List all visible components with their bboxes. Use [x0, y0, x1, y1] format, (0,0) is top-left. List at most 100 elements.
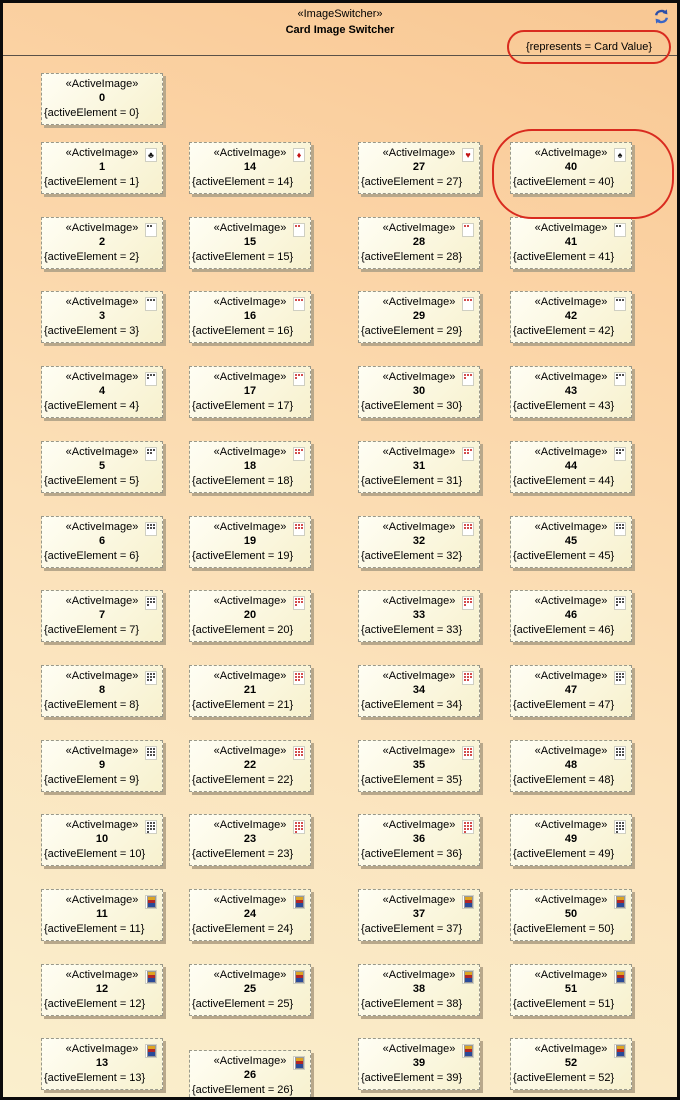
active-image-card[interactable]: «ActiveImage» 12 {activeElement = 12} [41, 964, 163, 1016]
active-image-card[interactable]: «ActiveImage» 45 {activeElement = 45} [510, 516, 632, 568]
active-image-card[interactable]: «ActiveImage» 2 {activeElement = 2} [41, 217, 163, 269]
active-image-card[interactable]: «ActiveImage» 47 {activeElement = 47} [510, 665, 632, 717]
active-image-card[interactable]: «ActiveImage» 15 {activeElement = 15} [189, 217, 311, 269]
active-image-card[interactable]: «ActiveImage» 17 {activeElement = 17} [189, 366, 311, 418]
card-number: 12 [95, 983, 109, 995]
card-stereotype: «ActiveImage» [534, 894, 608, 906]
active-image-card[interactable]: «ActiveImage» 30 {activeElement = 30} [358, 366, 480, 418]
card-property: {activeElement = 50} [513, 923, 615, 935]
active-image-card[interactable]: «ActiveImage» 19 {activeElement = 19} [189, 516, 311, 568]
card-number: 28 [412, 236, 426, 248]
active-image-card[interactable]: «ActiveImage» 23 {activeElement = 23} [189, 814, 311, 866]
active-image-card[interactable]: «ActiveImage» 52 {activeElement = 52} [510, 1038, 632, 1090]
active-image-card[interactable]: «ActiveImage» 7 {activeElement = 7} [41, 590, 163, 642]
active-image-card[interactable]: «ActiveImage» 31 {activeElement = 31} [358, 441, 480, 493]
active-image-card[interactable]: «ActiveImage» 22 {activeElement = 22} [189, 740, 311, 792]
card-property: {activeElement = 24} [192, 923, 294, 935]
active-image-card[interactable]: «ActiveImage» 35 {activeElement = 35} [358, 740, 480, 792]
active-image-card[interactable]: «ActiveImage» 1 {activeElement = 1} ♣ [41, 142, 163, 194]
active-image-card[interactable]: «ActiveImage» 3 {activeElement = 3} [41, 291, 163, 343]
playing-card-icon [145, 895, 157, 909]
active-image-card[interactable]: «ActiveImage» 49 {activeElement = 49} [510, 814, 632, 866]
card-number: 22 [243, 759, 257, 771]
playing-card-icon [462, 895, 474, 909]
active-image-card[interactable]: «ActiveImage» 46 {activeElement = 46} [510, 590, 632, 642]
card-stereotype: «ActiveImage» [65, 147, 139, 159]
active-image-card[interactable]: «ActiveImage» 41 {activeElement = 41} [510, 217, 632, 269]
card-number: 45 [564, 535, 578, 547]
card-stereotype: «ActiveImage» [382, 819, 456, 831]
card-number: 15 [243, 236, 257, 248]
active-image-card[interactable]: «ActiveImage» 5 {activeElement = 5} [41, 441, 163, 493]
active-image-card[interactable]: «ActiveImage» 34 {activeElement = 34} [358, 665, 480, 717]
playing-card-icon: ♠ [614, 148, 626, 162]
active-image-card[interactable]: «ActiveImage» 0 {activeElement = 0} [41, 73, 163, 125]
card-stereotype: «ActiveImage» [65, 222, 139, 234]
active-image-card[interactable]: «ActiveImage» 38 {activeElement = 38} [358, 964, 480, 1016]
active-image-card[interactable]: «ActiveImage» 13 {activeElement = 13} [41, 1038, 163, 1090]
active-image-card[interactable]: «ActiveImage» 18 {activeElement = 18} [189, 441, 311, 493]
card-stereotype: «ActiveImage» [382, 595, 456, 607]
playing-card-icon [462, 297, 474, 311]
active-image-card[interactable]: «ActiveImage» 4 {activeElement = 4} [41, 366, 163, 418]
card-stereotype: «ActiveImage» [213, 969, 287, 981]
active-image-card[interactable]: «ActiveImage» 33 {activeElement = 33} [358, 590, 480, 642]
active-image-card[interactable]: «ActiveImage» 44 {activeElement = 44} [510, 441, 632, 493]
active-image-card[interactable]: «ActiveImage» 28 {activeElement = 28} [358, 217, 480, 269]
active-image-card[interactable]: «ActiveImage» 39 {activeElement = 39} [358, 1038, 480, 1090]
card-number: 24 [243, 908, 257, 920]
active-image-card[interactable]: «ActiveImage» 16 {activeElement = 16} [189, 291, 311, 343]
active-image-card[interactable]: «ActiveImage» 42 {activeElement = 42} [510, 291, 632, 343]
playing-card-icon [145, 746, 157, 760]
active-image-card[interactable]: «ActiveImage» 40 {activeElement = 40} ♠ [510, 142, 632, 194]
active-image-card[interactable]: «ActiveImage» 24 {activeElement = 24} [189, 889, 311, 941]
frame-stereotype: «ImageSwitcher» [297, 8, 383, 20]
refresh-icon[interactable] [653, 8, 670, 25]
card-number: 29 [412, 310, 426, 322]
active-image-card[interactable]: «ActiveImage» 21 {activeElement = 21} [189, 665, 311, 717]
active-image-card[interactable]: «ActiveImage» 32 {activeElement = 32} [358, 516, 480, 568]
card-property: {activeElement = 48} [513, 774, 615, 786]
card-property: {activeElement = 28} [361, 251, 463, 263]
card-property: {activeElement = 13} [44, 1072, 146, 1084]
card-number: 0 [98, 92, 106, 104]
active-image-card[interactable]: «ActiveImage» 9 {activeElement = 9} [41, 740, 163, 792]
active-image-card[interactable]: «ActiveImage» 36 {activeElement = 36} [358, 814, 480, 866]
active-image-card[interactable]: «ActiveImage» 43 {activeElement = 43} [510, 366, 632, 418]
card-stereotype: «ActiveImage» [213, 222, 287, 234]
card-number: 31 [412, 460, 426, 472]
active-image-card[interactable]: «ActiveImage» 51 {activeElement = 51} [510, 964, 632, 1016]
playing-card-icon [614, 1044, 626, 1058]
playing-card-icon [293, 596, 305, 610]
card-property: {activeElement = 30} [361, 400, 463, 412]
playing-card-icon [145, 522, 157, 536]
active-image-card[interactable]: «ActiveImage» 37 {activeElement = 37} [358, 889, 480, 941]
card-stereotype: «ActiveImage» [65, 371, 139, 383]
card-number: 21 [243, 684, 257, 696]
active-image-card[interactable]: «ActiveImage» 10 {activeElement = 10} [41, 814, 163, 866]
card-property: {activeElement = 40} [513, 176, 615, 188]
card-stereotype: «ActiveImage» [382, 745, 456, 757]
active-image-card[interactable]: «ActiveImage» 27 {activeElement = 27} ♥ [358, 142, 480, 194]
card-number: 23 [243, 833, 257, 845]
active-image-card[interactable]: «ActiveImage» 20 {activeElement = 20} [189, 590, 311, 642]
card-property: {activeElement = 43} [513, 400, 615, 412]
active-image-card[interactable]: «ActiveImage» 29 {activeElement = 29} [358, 291, 480, 343]
card-stereotype: «ActiveImage» [382, 371, 456, 383]
active-image-card[interactable]: «ActiveImage» 11 {activeElement = 11} [41, 889, 163, 941]
playing-card-icon [462, 223, 474, 237]
active-image-card[interactable]: «ActiveImage» 25 {activeElement = 25} [189, 964, 311, 1016]
active-image-card[interactable]: «ActiveImage» 14 {activeElement = 14} ♦ [189, 142, 311, 194]
active-image-card[interactable]: «ActiveImage» 26 {activeElement = 26} [189, 1050, 311, 1097]
playing-card-icon [614, 746, 626, 760]
playing-card-icon [293, 297, 305, 311]
active-image-card[interactable]: «ActiveImage» 48 {activeElement = 48} [510, 740, 632, 792]
active-image-card[interactable]: «ActiveImage» 6 {activeElement = 6} [41, 516, 163, 568]
card-property: {activeElement = 12} [44, 998, 146, 1010]
card-property: {activeElement = 11} [44, 923, 145, 935]
active-image-card[interactable]: «ActiveImage» 8 {activeElement = 8} [41, 665, 163, 717]
card-property: {activeElement = 52} [513, 1072, 615, 1084]
active-image-card[interactable]: «ActiveImage» 50 {activeElement = 50} [510, 889, 632, 941]
playing-card-icon [145, 1044, 157, 1058]
